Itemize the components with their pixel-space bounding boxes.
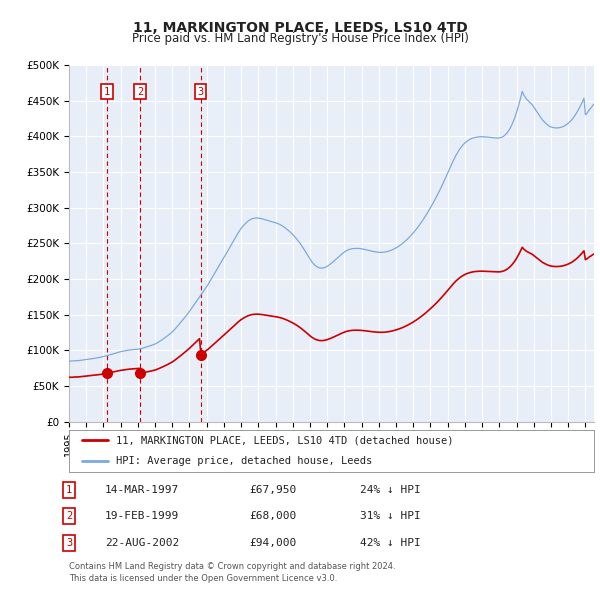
Text: 22-AUG-2002: 22-AUG-2002 [105, 538, 179, 548]
Text: 1: 1 [66, 485, 72, 494]
Text: 19-FEB-1999: 19-FEB-1999 [105, 512, 179, 521]
Text: 11, MARKINGTON PLACE, LEEDS, LS10 4TD (detached house): 11, MARKINGTON PLACE, LEEDS, LS10 4TD (d… [116, 435, 454, 445]
Text: HPI: Average price, detached house, Leeds: HPI: Average price, detached house, Leed… [116, 457, 373, 466]
Text: 14-MAR-1997: 14-MAR-1997 [105, 485, 179, 494]
Text: 2: 2 [137, 87, 143, 97]
Text: £67,950: £67,950 [249, 485, 296, 494]
Text: £68,000: £68,000 [249, 512, 296, 521]
Text: 3: 3 [197, 87, 203, 97]
Text: 1: 1 [104, 87, 110, 97]
Text: This data is licensed under the Open Government Licence v3.0.: This data is licensed under the Open Gov… [69, 574, 337, 583]
Text: 11, MARKINGTON PLACE, LEEDS, LS10 4TD: 11, MARKINGTON PLACE, LEEDS, LS10 4TD [133, 21, 467, 35]
Text: 2: 2 [66, 512, 72, 521]
Text: Price paid vs. HM Land Registry's House Price Index (HPI): Price paid vs. HM Land Registry's House … [131, 32, 469, 45]
Text: £94,000: £94,000 [249, 538, 296, 548]
Text: Contains HM Land Registry data © Crown copyright and database right 2024.: Contains HM Land Registry data © Crown c… [69, 562, 395, 571]
Text: 42% ↓ HPI: 42% ↓ HPI [360, 538, 421, 548]
Text: 24% ↓ HPI: 24% ↓ HPI [360, 485, 421, 494]
Text: 3: 3 [66, 538, 72, 548]
Text: 31% ↓ HPI: 31% ↓ HPI [360, 512, 421, 521]
